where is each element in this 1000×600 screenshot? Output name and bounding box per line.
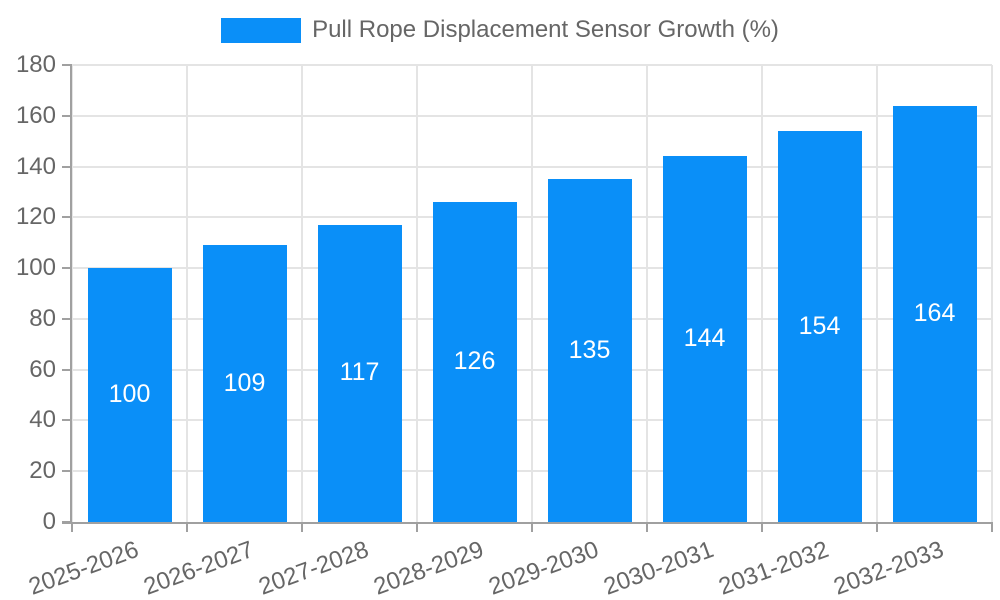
x-axis-line bbox=[62, 522, 992, 524]
bar[interactable] bbox=[777, 131, 862, 522]
gridline bbox=[761, 65, 763, 522]
legend-swatch-icon bbox=[221, 17, 302, 43]
y-axis-tick bbox=[62, 64, 72, 66]
x-axis-tick bbox=[646, 522, 648, 532]
y-axis-tick bbox=[62, 216, 72, 219]
y-axis-tick-label: 120 bbox=[15, 203, 56, 231]
gridline bbox=[301, 65, 303, 522]
x-axis-tick bbox=[991, 522, 993, 532]
bar[interactable] bbox=[432, 202, 517, 522]
y-axis-line bbox=[70, 65, 72, 522]
y-axis-tick-label: 100 bbox=[15, 254, 56, 282]
x-axis-tick bbox=[416, 522, 418, 532]
x-axis-tick bbox=[186, 522, 188, 532]
bar[interactable] bbox=[892, 105, 977, 522]
gridline bbox=[646, 65, 648, 522]
legend-label: Pull Rope Displacement Sensor Growth (%) bbox=[312, 16, 779, 43]
bar[interactable] bbox=[662, 156, 747, 522]
gridline bbox=[186, 65, 188, 522]
x-axis-tick bbox=[71, 522, 73, 532]
y-axis-tick bbox=[62, 368, 72, 371]
y-axis-tick bbox=[62, 267, 72, 270]
gridline bbox=[71, 65, 73, 522]
x-axis-tick bbox=[761, 522, 763, 532]
bar[interactable] bbox=[87, 268, 172, 522]
y-axis-tick-label: 0 bbox=[42, 508, 56, 535]
x-axis-tick bbox=[531, 522, 533, 532]
y-axis-tick bbox=[62, 470, 72, 473]
gridline bbox=[991, 65, 993, 522]
bar[interactable] bbox=[547, 179, 632, 522]
y-axis-tick bbox=[62, 165, 72, 168]
y-axis-tick bbox=[62, 114, 72, 117]
y-axis-tick-label: 140 bbox=[15, 152, 56, 180]
y-axis-tick-label: 60 bbox=[29, 355, 56, 383]
y-axis-tick-label: 160 bbox=[15, 101, 56, 129]
bar[interactable] bbox=[317, 224, 402, 522]
bar[interactable] bbox=[202, 245, 287, 522]
y-axis-tick bbox=[62, 317, 72, 320]
y-axis-tick-label: 40 bbox=[29, 406, 56, 434]
gridline bbox=[416, 65, 418, 522]
x-axis-tick bbox=[301, 522, 303, 532]
gridline bbox=[876, 65, 878, 522]
y-axis-tick-label: 80 bbox=[29, 304, 56, 332]
y-axis-tick-label: 180 bbox=[15, 51, 56, 78]
y-axis-tick-label: 20 bbox=[29, 457, 56, 485]
x-axis-tick bbox=[876, 522, 878, 532]
legend[interactable]: Pull Rope Displacement Sensor Growth (%) bbox=[0, 15, 1000, 45]
y-axis-tick bbox=[62, 419, 72, 422]
gridline bbox=[531, 65, 533, 522]
